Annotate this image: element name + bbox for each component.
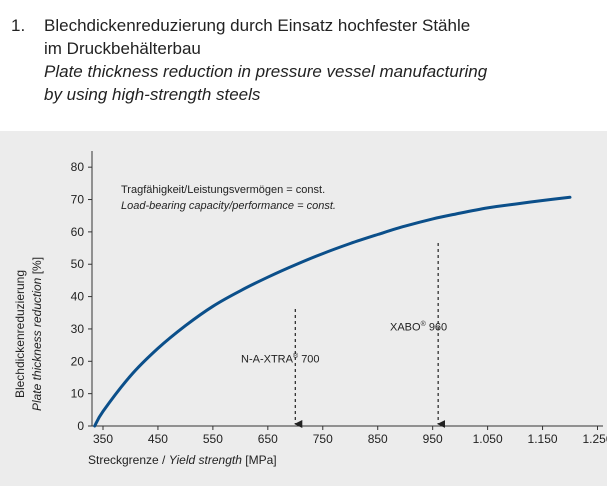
chart-panel: 0 10 20 30 40 50 60 70 80 350 450 550 650 750 850 950 1.… [0,131,607,486]
y-axis-title-text: Blechdickenreduzierung Plate thickness r… [12,239,46,429]
heading: 1. Blechdickenreduzierung durch Einsatz h… [11,14,487,106]
annotation-xabo-value: 960 [428,321,448,334]
y-axis-title-unit: [%] [30,256,44,275]
y-axis-title-de: Blechdickenreduzierung [13,269,27,399]
annotation-naxtra-value: 700 [301,353,320,366]
x-axis-title-unit: [MPa] [245,453,277,467]
annotation-naxtra-label: N-A-XTRA [241,353,293,366]
heading-title-de-1: 1. Blechdickenreduzierung durch Einsatz h… [11,14,487,37]
x-tick-label: 450 [148,432,168,446]
chart-note-en: Load-bearing capacity/performance = cons… [121,200,336,212]
y-tick-label: 30 [71,322,85,336]
annotation-naxtra-reg: ® [292,353,299,360]
heading-number: 1. [11,16,26,35]
x-tick-label: 1.250 [582,432,607,446]
y-tick-label: 50 [71,257,85,271]
x-axis-title-de: Streckgrenze / [88,453,166,467]
x-tick-label: 750 [313,432,333,446]
series-line [93,195,572,428]
x-axis-title-en: Yield strength [168,453,242,467]
annotation-naxtra-700: N-A-XTRA® 700 [241,353,320,366]
y-tick-label: 10 [71,387,85,401]
y-tick-label: 80 [71,160,85,174]
heading-title-de-line2: im Druckbehälterbau [44,39,201,58]
y-axis-title-en: Plate thickness reduction [30,277,44,412]
x-tick-label: 1.050 [473,432,503,446]
x-tick-label: 850 [368,432,388,446]
y-axis-title-en-line: Plate thickness reduction [%] [29,239,46,429]
y-tick-label: 20 [71,354,85,368]
y-tick-label: 0 [77,419,84,433]
chart-note: Tragfähigkeit/Leistungsvermögen = const.… [121,182,336,214]
y-tick-label: 70 [71,193,85,207]
heading-title-en-line2: by using high-strength steels [44,85,261,104]
heading-title-en-line1: Plate thickness reduction in pressure ve… [44,62,488,81]
x-axis-title: Streckgrenze / Yield strength [MPa] [88,453,277,467]
x-tick-label: 950 [423,432,443,446]
x-tick-label: 350 [93,432,113,446]
annotation-xabo-960: XABO® 960 [390,321,447,334]
y-tick-label: 40 [71,290,85,304]
annotation-xabo-label: XABO [390,321,421,334]
x-tick-label: 550 [203,432,223,446]
annotation-xabo-reg: ® [420,321,426,328]
y-tick-label: 60 [71,225,85,239]
chart-svg: 0 10 20 30 40 50 60 70 80 350 450 550 650 750 850 950 1.… [71,151,607,446]
heading-title-de-line1: Blechdickenreduzierung durch Einsatz hoc… [44,16,471,35]
x-tick-label: 650 [258,432,278,446]
x-tick-label: 1.150 [528,432,558,446]
chart-note-de: Tragfähigkeit/Leistungsvermögen = const. [121,184,326,196]
